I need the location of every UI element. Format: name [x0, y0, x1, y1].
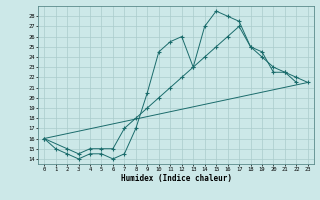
X-axis label: Humidex (Indice chaleur): Humidex (Indice chaleur): [121, 174, 231, 183]
